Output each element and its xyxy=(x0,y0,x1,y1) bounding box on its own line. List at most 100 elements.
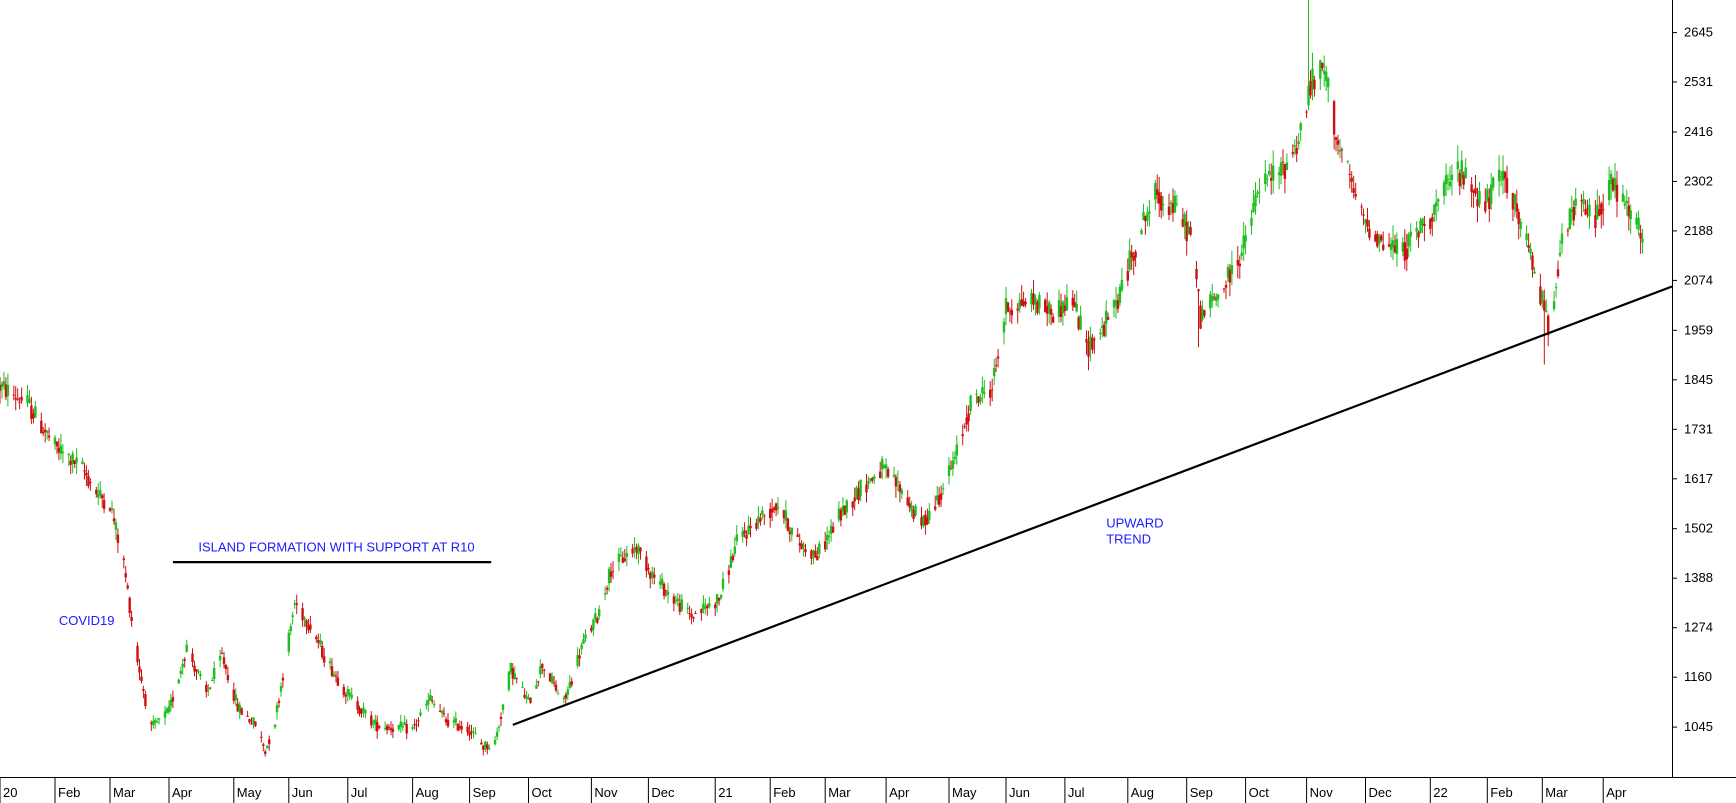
candle xyxy=(1242,221,1245,261)
candle-body xyxy=(1415,227,1418,232)
candle-body xyxy=(1222,288,1226,290)
candle xyxy=(1250,209,1253,235)
candle-body xyxy=(1010,309,1013,316)
candle-body xyxy=(152,720,155,726)
candle-body xyxy=(171,697,175,702)
candle xyxy=(1002,317,1006,345)
y-tick-label: 2645 xyxy=(1684,25,1713,40)
candle xyxy=(252,717,255,729)
candle xyxy=(1034,294,1037,316)
candle-body xyxy=(328,661,332,664)
candle-body xyxy=(110,508,114,510)
candle-body xyxy=(42,431,45,434)
candle-body xyxy=(1472,190,1475,193)
candle-body xyxy=(554,684,558,691)
candle-body xyxy=(900,489,903,494)
x-tick-label: Mar xyxy=(828,785,851,800)
candle xyxy=(582,633,585,644)
candle xyxy=(552,675,556,687)
candle xyxy=(953,450,957,465)
candle-body xyxy=(1401,242,1404,252)
candle xyxy=(543,668,546,678)
candle-body xyxy=(1030,292,1033,305)
candle-body xyxy=(837,508,841,520)
candle xyxy=(207,684,210,697)
candle-body xyxy=(1101,326,1104,328)
candle xyxy=(1621,184,1625,203)
candle-body xyxy=(499,716,503,719)
candle-body xyxy=(154,720,157,723)
candle-body xyxy=(796,534,799,537)
candle xyxy=(499,712,503,727)
candle-body xyxy=(865,484,868,493)
candle xyxy=(1224,280,1228,300)
candle xyxy=(894,474,898,498)
candle-body xyxy=(1004,298,1008,315)
candle xyxy=(912,505,915,522)
candle-body xyxy=(122,558,125,561)
candle-body xyxy=(236,703,239,712)
candle xyxy=(0,381,4,399)
candle-body xyxy=(949,468,953,470)
candle-body xyxy=(309,624,312,630)
candle xyxy=(55,441,59,454)
candle xyxy=(1340,147,1344,163)
candle-body xyxy=(1049,308,1053,315)
candle-body xyxy=(268,739,271,745)
candle-body xyxy=(1541,291,1544,302)
candle xyxy=(152,715,155,729)
y-tick-label: 1045 xyxy=(1684,719,1713,734)
candle xyxy=(1277,166,1281,190)
candle-body xyxy=(372,721,375,723)
candle xyxy=(827,530,831,545)
candle xyxy=(1305,109,1308,119)
candle-body xyxy=(114,522,118,530)
candle xyxy=(83,462,86,480)
candle xyxy=(165,707,169,714)
candle-body xyxy=(717,597,721,601)
candle-body xyxy=(89,482,92,483)
candle-body xyxy=(1022,301,1025,306)
candle-body xyxy=(1297,141,1300,144)
x-tick-label: Aug xyxy=(1131,785,1154,800)
candle-body xyxy=(44,429,47,432)
candle-body xyxy=(928,510,931,520)
candle-body xyxy=(941,488,945,490)
candle xyxy=(967,405,970,432)
candle-body xyxy=(1103,324,1106,336)
candle xyxy=(95,486,98,498)
candle xyxy=(232,682,235,705)
candle-body xyxy=(603,592,607,595)
candle-body xyxy=(193,665,196,672)
candle-body xyxy=(1641,238,1644,243)
candle xyxy=(981,376,984,404)
candle-body xyxy=(914,506,917,516)
candle xyxy=(350,687,353,701)
candle-body xyxy=(169,699,173,707)
candle-body xyxy=(389,728,393,730)
candle xyxy=(154,717,157,729)
candle-body xyxy=(61,451,65,454)
candle xyxy=(1061,300,1065,326)
x-tick-label: Jun xyxy=(292,785,313,800)
candle-body xyxy=(977,396,980,403)
candle xyxy=(1511,192,1515,222)
candle xyxy=(277,698,281,708)
candle xyxy=(749,517,752,538)
candle-body xyxy=(1226,267,1230,278)
candle xyxy=(1407,232,1410,258)
candle-body xyxy=(1545,310,1548,313)
candle xyxy=(1254,182,1257,215)
candle-body xyxy=(0,383,4,388)
candle-body xyxy=(810,550,813,559)
candle xyxy=(1299,121,1302,142)
candle xyxy=(1433,204,1436,223)
candle xyxy=(829,519,833,542)
candle-body xyxy=(1307,85,1310,106)
candle-body xyxy=(1144,216,1147,222)
candle xyxy=(87,469,90,489)
candle-body xyxy=(769,508,772,518)
candle-body xyxy=(87,476,90,486)
candle-body xyxy=(983,392,986,394)
candle-body xyxy=(523,694,526,698)
